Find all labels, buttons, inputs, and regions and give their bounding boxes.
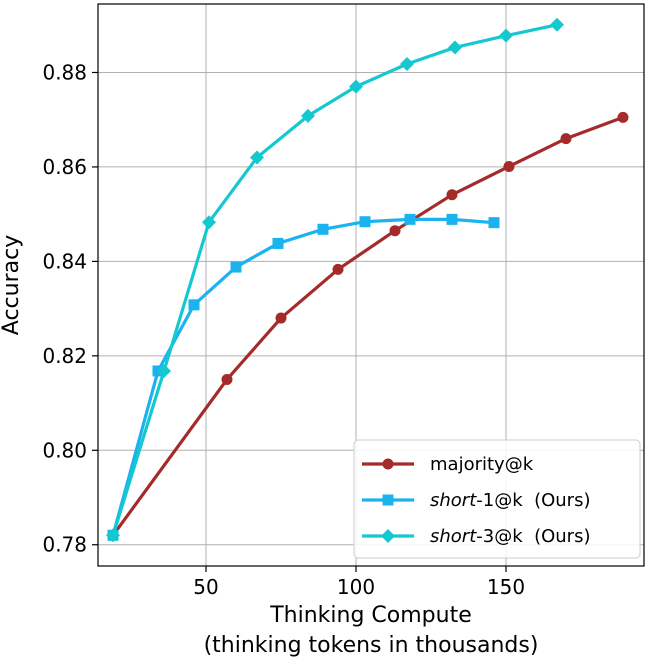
data-point bbox=[221, 373, 233, 385]
data-point bbox=[448, 40, 462, 55]
legend-label-text: majority@k bbox=[430, 454, 534, 475]
data-point bbox=[317, 223, 329, 235]
series-3 bbox=[106, 17, 564, 543]
data-point bbox=[400, 56, 414, 71]
data-point bbox=[332, 263, 344, 275]
legend-label-italic: short bbox=[430, 526, 477, 547]
data-point bbox=[250, 150, 264, 165]
data-point bbox=[550, 17, 564, 32]
data-point bbox=[301, 108, 315, 123]
x-tick-label: 150 bbox=[487, 575, 525, 599]
data-point bbox=[275, 312, 287, 324]
y-tick-label: 0.88 bbox=[42, 60, 87, 84]
legend-item-2: short-1@k (Ours) bbox=[362, 490, 590, 511]
y-tick-label: 0.78 bbox=[42, 533, 87, 557]
data-point bbox=[560, 133, 572, 145]
axis-ticks: 50 100 150 0.78 0.80 0.82 0.84 0.86 0.88 bbox=[42, 60, 525, 599]
x-tick-label: 50 bbox=[193, 575, 218, 599]
y-tick-label: 0.84 bbox=[42, 249, 87, 273]
legend-marker bbox=[382, 494, 394, 506]
legend-label-text: -1@k (Ours) bbox=[476, 490, 590, 511]
legend-item-1: majority@k bbox=[362, 454, 534, 475]
data-point bbox=[230, 261, 242, 273]
legend-box bbox=[353, 439, 641, 559]
y-tick-label: 0.82 bbox=[42, 344, 87, 368]
data-point bbox=[446, 189, 458, 201]
data-point bbox=[188, 299, 200, 311]
legend-label: majority@k bbox=[430, 454, 534, 475]
y-axis-label: Accuracy bbox=[0, 235, 24, 335]
legend-label-italic: short bbox=[430, 490, 477, 511]
legend-marker bbox=[382, 458, 394, 470]
data-point bbox=[404, 213, 416, 225]
data-point bbox=[617, 111, 629, 123]
data-point bbox=[503, 160, 515, 172]
data-point bbox=[157, 363, 171, 378]
x-axis-label-subtitle: (thinking tokens in thousands) bbox=[204, 633, 539, 658]
data-point bbox=[272, 237, 284, 249]
y-tick-label: 0.86 bbox=[42, 155, 87, 179]
series-layer bbox=[106, 17, 629, 543]
legend-marker bbox=[381, 529, 395, 543]
data-point bbox=[349, 79, 363, 94]
data-point bbox=[106, 528, 120, 543]
series-line bbox=[111, 23, 558, 536]
legend-item-3: short-3@k (Ours) bbox=[362, 526, 590, 547]
plot-frame bbox=[97, 3, 645, 567]
legend-label: short-1@k (Ours) bbox=[430, 490, 590, 511]
data-point bbox=[488, 217, 500, 229]
data-point bbox=[389, 225, 401, 237]
series-line bbox=[111, 217, 495, 536]
data-point bbox=[359, 216, 371, 228]
y-tick-label: 0.80 bbox=[42, 438, 87, 462]
data-point bbox=[499, 28, 513, 43]
legend-label-text: -3@k (Ours) bbox=[476, 526, 590, 547]
data-point bbox=[202, 215, 216, 230]
data-point bbox=[446, 213, 458, 225]
legend-label: short-3@k (Ours) bbox=[430, 526, 590, 547]
x-tick-label: 100 bbox=[337, 575, 375, 599]
x-axis-label: Thinking Compute bbox=[269, 603, 472, 628]
